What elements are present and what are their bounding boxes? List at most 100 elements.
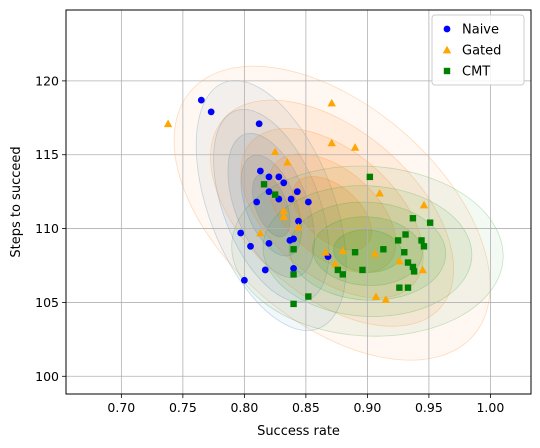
y-tick-label: 110 xyxy=(35,221,59,236)
point-gated xyxy=(338,246,347,255)
point-naive xyxy=(280,179,288,187)
x-tick-label: 0.85 xyxy=(292,400,320,415)
point-cmt xyxy=(409,263,417,271)
x-tick-label: 1.00 xyxy=(476,400,504,415)
point-gated xyxy=(256,228,265,237)
data-points xyxy=(163,96,434,308)
point-cmt xyxy=(404,259,412,266)
point-naive xyxy=(253,198,261,206)
point-cmt xyxy=(409,215,417,222)
point-naive xyxy=(247,242,254,250)
point-naive xyxy=(295,217,302,225)
legend-label: CMT xyxy=(462,65,490,80)
point-naive xyxy=(261,266,269,274)
point-gated xyxy=(331,259,340,268)
x-tick-label: 0.75 xyxy=(169,400,197,415)
point-gated xyxy=(350,143,360,151)
point-cmt xyxy=(260,181,268,188)
point-cmt xyxy=(402,231,409,238)
point-naive xyxy=(265,188,273,196)
point-gated xyxy=(375,188,384,197)
density-naive xyxy=(195,80,347,331)
x-tick-label: 0.95 xyxy=(415,400,443,415)
legend-label: Gated xyxy=(462,44,501,59)
point-cmt xyxy=(305,293,312,300)
point-gated xyxy=(371,292,381,300)
point-cmt xyxy=(410,268,418,275)
point-naive xyxy=(290,265,297,272)
density-level xyxy=(195,80,347,331)
legend-item-cmt: CMT xyxy=(443,65,490,80)
point-cmt xyxy=(351,249,359,256)
point-cmt xyxy=(359,266,366,274)
x-axis-ticks: 0.70 0.75 0.80 0.85 0.90 0.95 1.00 xyxy=(107,394,504,415)
legend-marker-gated xyxy=(442,45,452,54)
point-naive xyxy=(265,173,273,181)
point-cmt xyxy=(290,300,297,308)
x-axis-label: Success rate xyxy=(257,424,340,439)
point-naive xyxy=(240,276,248,284)
point-cmt xyxy=(396,284,403,291)
point-naive xyxy=(293,188,301,196)
point-gated xyxy=(419,200,429,209)
point-naive xyxy=(255,120,263,128)
point-gated xyxy=(327,98,336,107)
point-cmt xyxy=(404,284,412,291)
y-tick-label: 105 xyxy=(35,295,59,310)
point-gated xyxy=(327,138,336,147)
point-naive xyxy=(265,239,273,247)
density-level xyxy=(240,154,302,257)
point-cmt xyxy=(334,266,342,274)
point-gated xyxy=(370,249,379,258)
point-cmt xyxy=(418,237,425,244)
x-tick-label: 0.70 xyxy=(107,400,135,415)
density-level xyxy=(267,153,397,273)
plot-frame xyxy=(65,9,532,395)
point-cmt xyxy=(380,246,387,253)
point-naive xyxy=(207,108,215,116)
y-tick-label: 100 xyxy=(35,369,59,384)
point-naive xyxy=(275,173,283,181)
point-naive xyxy=(290,235,297,243)
density-level xyxy=(213,108,330,303)
point-gated xyxy=(321,248,330,256)
legend-box xyxy=(431,14,525,86)
point-naive xyxy=(256,167,264,175)
point-naive xyxy=(197,96,205,104)
point-gated xyxy=(395,256,404,265)
point-gated xyxy=(279,212,288,221)
point-gated xyxy=(283,157,292,166)
point-cmt xyxy=(366,173,374,181)
point-cmt xyxy=(339,271,346,278)
point-naive xyxy=(287,195,295,203)
y-axis-ticks: 100 105 110 115 120 xyxy=(35,73,66,384)
point-cmt xyxy=(290,246,297,253)
point-gated xyxy=(163,119,173,128)
density-level xyxy=(252,173,291,238)
point-naive xyxy=(304,198,312,206)
x-tick-label: 0.80 xyxy=(230,400,258,415)
series-gated xyxy=(163,98,429,303)
point-gated xyxy=(270,147,280,156)
legend-item-naive: Naive xyxy=(443,23,499,38)
point-gated xyxy=(294,222,303,231)
point-naive xyxy=(237,229,245,237)
point-cmt xyxy=(426,219,434,226)
point-gated xyxy=(279,206,288,215)
point-cmt xyxy=(271,191,279,198)
x-tick-label: 0.90 xyxy=(353,400,381,415)
point-cmt xyxy=(401,249,408,256)
density-contours xyxy=(173,65,504,361)
density-gated xyxy=(173,65,491,361)
series-cmt xyxy=(260,173,434,308)
series-naive xyxy=(197,96,332,284)
legend: Naive Gated CMT xyxy=(431,14,525,86)
point-cmt xyxy=(394,237,402,244)
legend-label: Naive xyxy=(462,23,499,38)
density-level xyxy=(210,99,455,327)
y-tick-label: 120 xyxy=(35,73,59,88)
legend-item-gated: Gated xyxy=(442,44,501,59)
point-gated xyxy=(418,265,427,274)
legend-marker-naive xyxy=(443,25,451,33)
y-axis-label: Steps to succeed xyxy=(9,146,24,257)
